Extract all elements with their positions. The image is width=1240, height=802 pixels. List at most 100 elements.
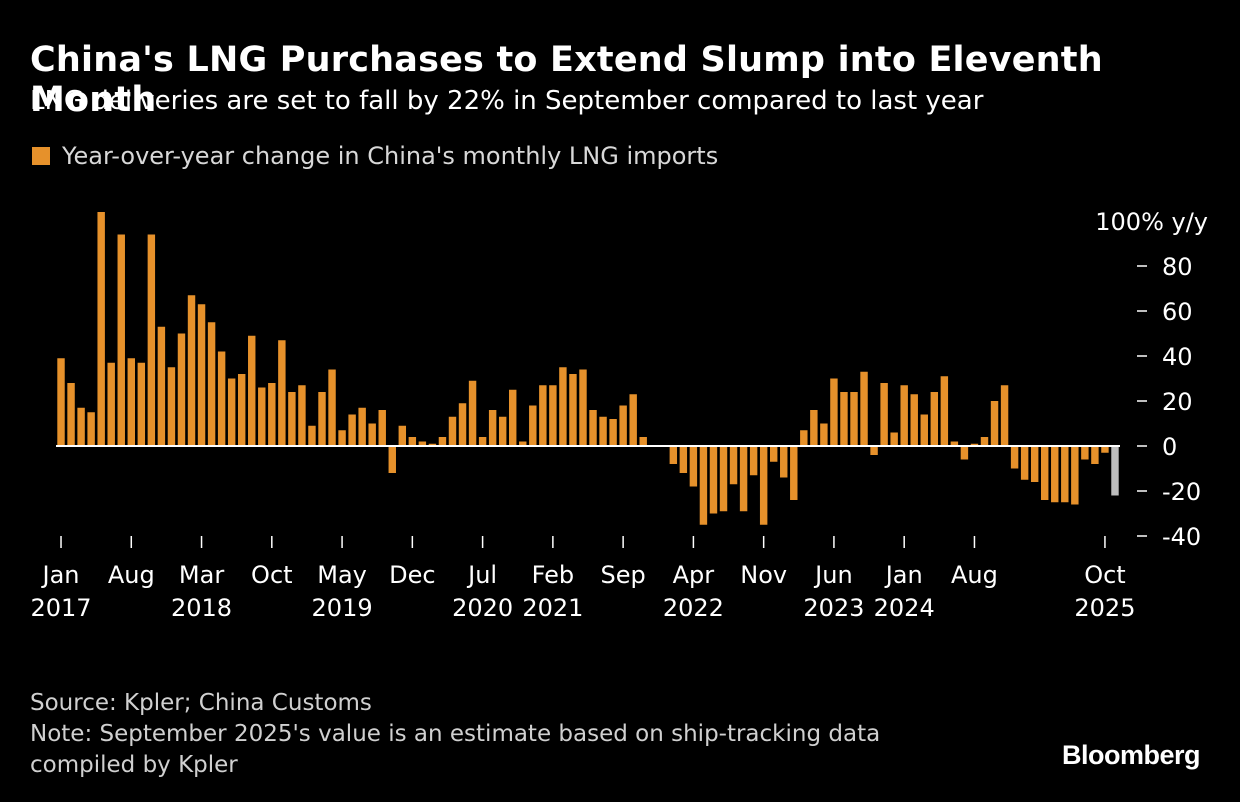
note-line-1: Note: September 2025's value is an estim… (30, 721, 881, 747)
bar (468, 380, 477, 446)
bar (940, 376, 949, 446)
y-tick-label: 20 (1162, 388, 1193, 416)
bar (569, 374, 577, 446)
bar (177, 333, 186, 446)
x-tick-label: 2022 (663, 594, 724, 622)
bar (448, 416, 457, 446)
y-tick-label: 80 (1162, 253, 1193, 281)
bar (157, 326, 166, 446)
x-tick-label: 2024 (874, 594, 935, 622)
x-tick-label: Mar (179, 561, 224, 589)
x-tick-label: Jan (884, 561, 923, 589)
x-tick-label: Jul (466, 561, 497, 589)
bar (107, 362, 115, 446)
bar (1101, 446, 1109, 453)
bar (970, 443, 979, 446)
bar (358, 407, 366, 446)
bar (820, 423, 828, 446)
bar (689, 446, 698, 487)
bar (739, 446, 748, 512)
bar (850, 392, 858, 446)
bar (288, 392, 296, 446)
bar (830, 378, 838, 446)
bar (980, 437, 989, 446)
bar (950, 441, 959, 446)
bar (509, 389, 517, 446)
bar (679, 446, 688, 473)
bar (559, 367, 567, 446)
bar (780, 446, 788, 478)
bar (458, 403, 467, 446)
bar (539, 385, 547, 446)
bar (1030, 446, 1039, 482)
bar (167, 367, 176, 446)
y-tick-label: 0 (1162, 433, 1177, 461)
bar (1061, 446, 1069, 503)
bar (488, 410, 497, 446)
x-tick-label: 2021 (522, 594, 583, 622)
bar (790, 446, 798, 500)
bar (1091, 446, 1099, 464)
x-tick-label: 2020 (452, 594, 513, 622)
bar (840, 392, 848, 446)
bars-group (57, 212, 1119, 525)
bar (870, 446, 878, 455)
bar (890, 432, 898, 446)
bar (759, 446, 768, 525)
bar (97, 212, 105, 446)
bar (749, 446, 758, 476)
bar (227, 378, 236, 446)
bar (348, 414, 356, 446)
bar (147, 234, 156, 446)
bar (1041, 446, 1049, 500)
bar (1071, 446, 1079, 505)
y-axis: 100% y/y -40 -20 0 20 40 60 80 (1095, 208, 1208, 551)
bar (639, 437, 647, 446)
bar (117, 234, 125, 446)
bar (478, 437, 487, 446)
x-tick-label: 2023 (803, 594, 864, 622)
bar (258, 387, 266, 446)
x-tick-label: Nov (740, 561, 787, 589)
bar (699, 446, 708, 525)
y-axis-label: 100% y/y (1095, 208, 1208, 236)
x-tick-label: Aug (951, 561, 998, 589)
x-axis: Jan 2017 Aug Mar 2018 Oct May 2019 Dec Jul 2020 Feb… (30, 536, 1135, 622)
bar (519, 441, 527, 446)
bar (619, 405, 627, 446)
legend-swatch (32, 147, 50, 165)
x-tick-label: Oct (251, 561, 293, 589)
bar (920, 414, 928, 446)
y-tick-label: -20 (1162, 478, 1201, 506)
bar (910, 394, 918, 446)
bar (338, 430, 346, 446)
bar (77, 407, 85, 446)
bar (388, 446, 396, 473)
bar (137, 362, 146, 446)
bar (800, 430, 808, 446)
source-note: Source: Kpler; China Customs (30, 690, 372, 716)
bar (549, 385, 557, 446)
bar (368, 423, 376, 446)
bar (1000, 385, 1009, 446)
bar (498, 416, 507, 446)
bar (1020, 446, 1029, 480)
bar (408, 437, 417, 446)
bar (669, 446, 678, 464)
chart-title: China's LNG Purchases to Extend Slump in… (30, 40, 1103, 120)
bar (900, 385, 908, 446)
x-tick-label: Jun (813, 561, 853, 589)
bar (729, 446, 738, 485)
bar (1010, 446, 1019, 469)
bar (87, 412, 95, 446)
bar (810, 410, 818, 446)
bar (278, 340, 286, 446)
bar (1051, 446, 1059, 503)
x-tick-label: Aug (108, 561, 155, 589)
bar (268, 383, 276, 446)
x-tick-label: Oct (1084, 561, 1126, 589)
y-tick-label: 40 (1162, 343, 1193, 371)
x-tick-label: Sep (601, 561, 646, 589)
x-tick-label: 2025 (1074, 594, 1135, 622)
bar (57, 358, 65, 446)
